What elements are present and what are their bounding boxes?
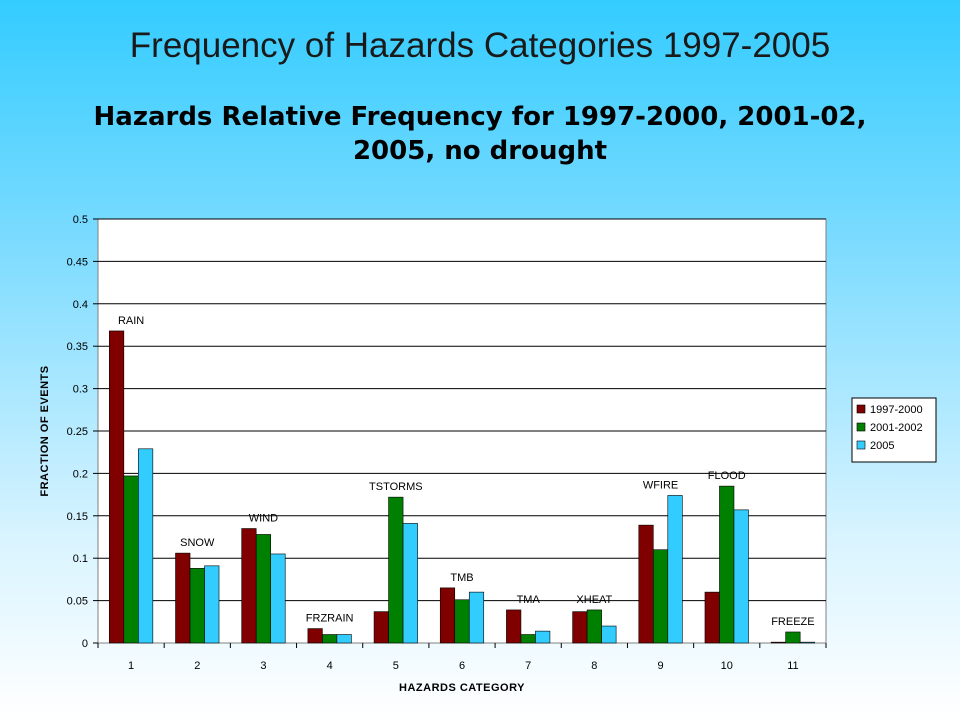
bar-2001-2002-cat-7 bbox=[520, 634, 536, 644]
x-tick-label: 7 bbox=[525, 660, 531, 672]
x-tick-label: 10 bbox=[721, 660, 733, 672]
annotation-snow: SNOW bbox=[180, 537, 215, 549]
bar-2005-cat-11 bbox=[799, 641, 815, 644]
bar-1997-2000-cat-6 bbox=[439, 587, 456, 644]
annotation-tma: TMA bbox=[517, 594, 541, 606]
x-tick-label: 11 bbox=[787, 660, 798, 672]
gridlines bbox=[93, 218, 826, 644]
y-tick-label: 0.15 bbox=[67, 511, 88, 523]
annotation-tstorms: TSTORMS bbox=[369, 481, 423, 493]
bar-2005-cat-7 bbox=[535, 630, 551, 644]
annotation-tmb: TMB bbox=[450, 572, 473, 584]
annotation-xheat: XHEAT bbox=[576, 594, 612, 606]
bar-2001-2002-cat-11 bbox=[785, 631, 801, 644]
annotation-flood: FLOOD bbox=[708, 470, 746, 482]
bar-2001-2002-cat-9 bbox=[652, 549, 669, 644]
bar-2005-cat-5 bbox=[402, 523, 418, 644]
slide-title: Frequency of Hazards Categories 1997-200… bbox=[129, 26, 831, 65]
y-tick-label: 0.05 bbox=[67, 596, 88, 608]
annotation-freeze: FREEZE bbox=[771, 616, 814, 628]
chart-title: Hazards Relative Frequency for 1997-2000… bbox=[0, 100, 960, 168]
bar-2005-cat-6 bbox=[468, 591, 485, 644]
bar-2005-cat-4 bbox=[336, 634, 352, 644]
bar-2005-cat-2 bbox=[204, 565, 220, 644]
annotation-wfire: WFIRE bbox=[643, 479, 678, 491]
bar-1997-2000-cat-9 bbox=[638, 524, 654, 644]
legend-label-2001-2002: 2001-2002 bbox=[870, 422, 923, 434]
bar-2001-2002-cat-10 bbox=[719, 485, 735, 644]
y-axis-title: FRACTION OF EVENTS bbox=[39, 365, 51, 496]
bar-2001-2002-cat-4 bbox=[322, 634, 338, 644]
y-tick-label: 0.1 bbox=[73, 553, 88, 565]
chart-title-line1: Hazards Relative Frequency for 1997-2000… bbox=[93, 102, 867, 132]
y-tick-label: 0.2 bbox=[73, 468, 88, 480]
bar-1997-2000-cat-7 bbox=[506, 609, 522, 644]
y-tick-labels: 0 0.05 0.1 0.15 0.2 0.25 0.3 0.35 0.4 0.45 0.5 bbox=[67, 214, 88, 650]
bar-2001-2002-cat-1 bbox=[123, 475, 139, 644]
y-tick-label: 0.35 bbox=[67, 341, 88, 353]
x-axis-title: HAZARDS CATEGORY bbox=[399, 682, 525, 694]
bar-2001-2002-cat-8 bbox=[586, 609, 602, 644]
category-annotations: RAIN SNOW WIND FRZRAIN TSTORMS TMB TMA XHEAT WFI… bbox=[118, 315, 815, 628]
bar-1997-2000-cat-5 bbox=[373, 611, 389, 644]
bar-1997-2000-cat-10 bbox=[704, 591, 720, 644]
bar-2005-cat-3 bbox=[270, 553, 286, 644]
x-tick-label: 6 bbox=[459, 660, 465, 672]
x-tick-label: 3 bbox=[260, 660, 266, 672]
bar-2005-cat-8 bbox=[601, 625, 617, 644]
bar-1997-2000-cat-2 bbox=[175, 552, 191, 644]
bar-2005-cat-9 bbox=[667, 495, 683, 644]
bar-1997-2000-cat-1 bbox=[109, 330, 125, 644]
y-tick-label: 0.25 bbox=[67, 426, 88, 438]
bar-2001-2002-cat-3 bbox=[255, 534, 272, 644]
annotation-frzrain: FRZRAIN bbox=[306, 613, 354, 625]
x-tick-label: 2 bbox=[194, 660, 200, 672]
legend-label-1997-2000: 1997-2000 bbox=[870, 404, 923, 416]
x-tick-label: 9 bbox=[657, 660, 663, 672]
y-tick-label: 0.5 bbox=[73, 214, 88, 226]
annotation-rain: RAIN bbox=[118, 315, 144, 327]
y-tick-label: 0.3 bbox=[73, 384, 88, 396]
x-tick-label: 8 bbox=[591, 660, 597, 672]
x-tick-label: 4 bbox=[327, 660, 333, 672]
bar-1997-2000-cat-3 bbox=[241, 528, 257, 644]
legend-box bbox=[851, 397, 937, 463]
legend-swatch-2001-2002 bbox=[856, 422, 866, 432]
y-tick-label: 0.45 bbox=[67, 256, 88, 268]
bar-2001-2002-cat-5 bbox=[388, 496, 404, 644]
bar-1997-2000-cat-8 bbox=[572, 611, 588, 644]
legend-label-2005: 2005 bbox=[870, 440, 894, 452]
legend-swatch-1997-2000 bbox=[856, 404, 866, 414]
y-tick-label: 0 bbox=[82, 638, 88, 650]
bars-group bbox=[109, 330, 815, 644]
bar-2001-2002-cat-6 bbox=[454, 599, 470, 644]
bar-2005-cat-1 bbox=[138, 448, 154, 644]
chart-title-line2: 2005, no drought bbox=[352, 136, 608, 166]
legend: 1997-2000 2001-2002 2005 bbox=[851, 397, 937, 463]
bar-2005-cat-10 bbox=[733, 509, 749, 644]
x-tick-label: 1 bbox=[128, 660, 134, 672]
x-tick-labels: 1 2 3 4 5 6 7 8 9 10 11 bbox=[97, 643, 827, 672]
x-tick-label: 5 bbox=[393, 660, 399, 672]
bar-1997-2000-cat-11 bbox=[770, 641, 786, 644]
bar-2001-2002-cat-2 bbox=[189, 568, 205, 644]
bar-1997-2000-cat-4 bbox=[307, 628, 323, 644]
y-tick-label: 0.4 bbox=[73, 299, 88, 311]
legend-swatch-2005 bbox=[856, 440, 866, 450]
annotation-wind: WIND bbox=[249, 513, 278, 525]
